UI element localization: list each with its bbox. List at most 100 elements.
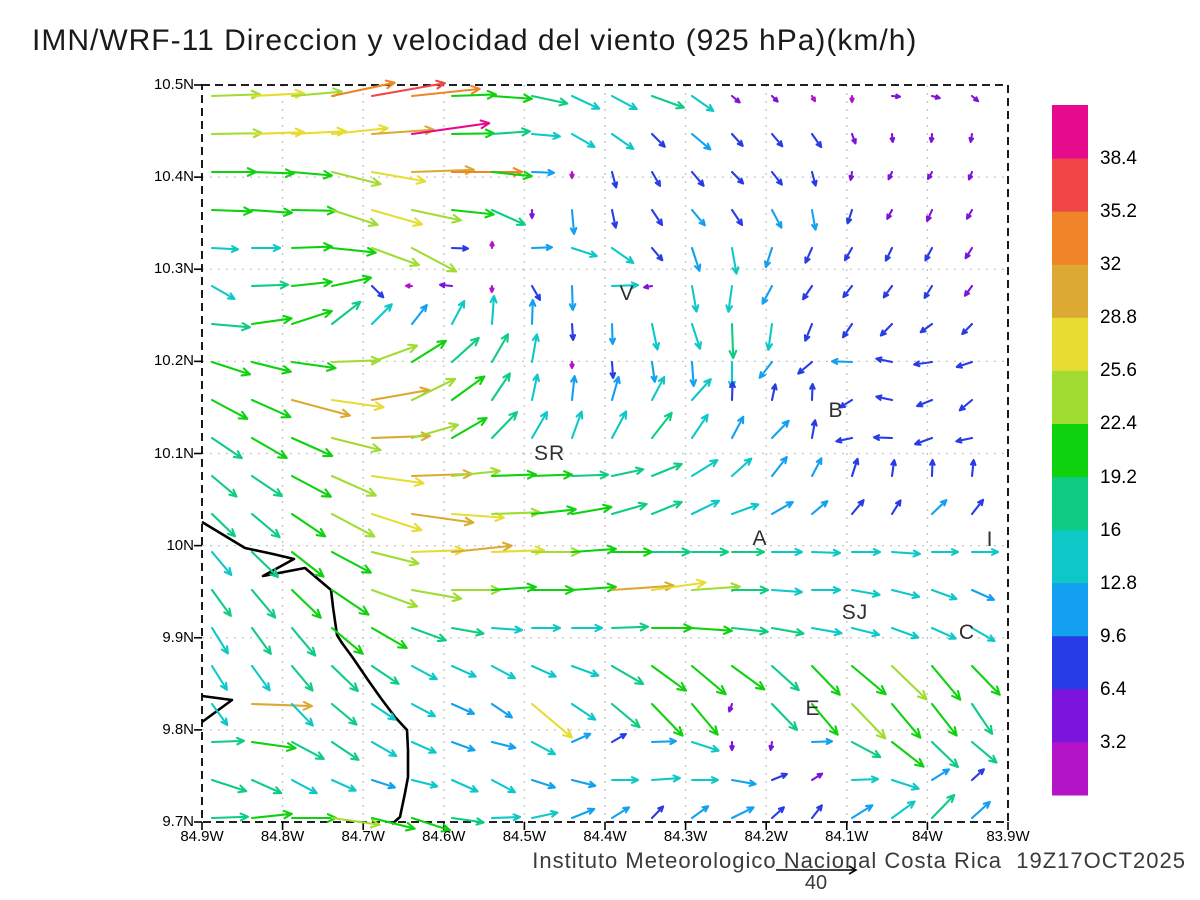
y-tick-label: 10.3N: [153, 260, 194, 278]
y-tick-label: 9.9N: [162, 628, 194, 646]
wind-vector: [410, 740, 437, 754]
colorbar-segment: [1052, 476, 1088, 531]
wind-vector: [890, 778, 920, 791]
wind-vector: [250, 512, 281, 539]
wind-vector: [490, 740, 517, 751]
wind-vector: [925, 208, 934, 223]
wind-vector: [330, 816, 381, 829]
x-tick-label: 84.8W: [260, 828, 305, 845]
wind-vector: [650, 132, 666, 148]
colorbar-segment: [1052, 688, 1088, 743]
wind-vector: [290, 277, 333, 288]
wind-vector: [850, 499, 865, 516]
wind-vector: [850, 804, 874, 820]
wind-vector: [570, 410, 584, 440]
wind-vector: [450, 702, 475, 715]
wind-vector: [250, 243, 282, 253]
wind-vector: [690, 625, 733, 635]
wind-vector: [848, 170, 855, 181]
wind-vector: [810, 626, 843, 637]
wind-vector: [450, 466, 501, 478]
wind-vector: [650, 500, 683, 516]
wind-vector: [810, 702, 839, 736]
wind-vector: [803, 322, 814, 342]
wind-vector: [650, 411, 673, 440]
wind-vector: [490, 582, 537, 593]
wind-vector: [370, 588, 419, 609]
station-label-i: I: [986, 528, 994, 551]
wind-vector: [690, 322, 702, 350]
wind-vector: [770, 772, 788, 782]
coastline: [201, 520, 410, 825]
wind-vector: [730, 664, 766, 691]
wind-vector: [610, 94, 638, 111]
wind-vector: [969, 459, 977, 478]
wind-vector: [930, 664, 962, 701]
wind-vector: [330, 740, 360, 761]
wind-vector: [887, 170, 894, 181]
wind-vector: [770, 94, 779, 103]
wind-vector: [530, 410, 549, 440]
wind-vector: [930, 702, 958, 737]
wind-vector: [889, 132, 896, 144]
wind-vector: [690, 170, 705, 187]
colorbar-label: 9.6: [1100, 625, 1127, 647]
wind-vector: [970, 768, 985, 782]
wind-vector: [528, 298, 537, 326]
wind-vector: [410, 119, 491, 136]
wind-vector: [570, 375, 578, 402]
wind-vector: [450, 664, 477, 678]
wind-vector: [530, 333, 540, 364]
wind-vector: [290, 205, 338, 216]
wind-vector: [250, 436, 288, 460]
wind-vector: [410, 246, 458, 273]
y-tick-label: 10.4N: [153, 168, 194, 186]
wind-vector: [490, 170, 533, 181]
wind-vector: [370, 740, 398, 758]
wind-vector: [890, 93, 902, 100]
wind-vector: [690, 499, 721, 516]
wind-vector: [490, 469, 538, 480]
wind-vector: [690, 776, 720, 784]
wind-vector: [963, 284, 974, 297]
wind-vector: [530, 373, 540, 402]
colorbar-segment: [1052, 370, 1088, 424]
wind-vector: [410, 545, 466, 556]
wind-vector: [450, 626, 485, 637]
wind-vector: [370, 702, 397, 721]
wind-vector: [450, 336, 480, 364]
wind-vector: [850, 740, 882, 759]
wind-vector: [210, 664, 228, 691]
wind-vector: [608, 322, 617, 346]
wind-vector: [489, 240, 495, 250]
wind-vector: [250, 168, 296, 179]
wind-vector: [569, 208, 578, 235]
wind-vector: [930, 626, 957, 640]
wind-vector: [875, 356, 894, 364]
wind-vector: [725, 284, 734, 313]
wind-vector: [610, 501, 648, 516]
wind-vector: [330, 170, 382, 187]
reference-vector-label: 40: [804, 872, 828, 894]
wind-vector: [845, 208, 854, 225]
wind-vector: [450, 541, 513, 554]
colorbar-segment: [1052, 317, 1088, 371]
wind-vector: [290, 512, 327, 538]
wind-vector: [690, 132, 712, 151]
y-tick-label: 10.1N: [153, 444, 194, 462]
wind-vector: [770, 702, 799, 731]
wind-vector: [810, 457, 823, 478]
wind-vector: [370, 170, 427, 185]
chart-title: IMN/WRF-11 Direccion y velocidad del vie…: [32, 24, 918, 57]
wind-vector: [879, 322, 894, 337]
wind-vector: [884, 246, 894, 262]
wind-vector: [570, 246, 598, 258]
wind-vector: [730, 457, 753, 478]
wind-vector: [610, 132, 635, 150]
wind-vector: [330, 274, 373, 288]
wind-vector: [490, 813, 522, 822]
wind-vector: [530, 664, 557, 678]
wind-vector: [690, 740, 720, 753]
wind-vector: [690, 413, 709, 440]
